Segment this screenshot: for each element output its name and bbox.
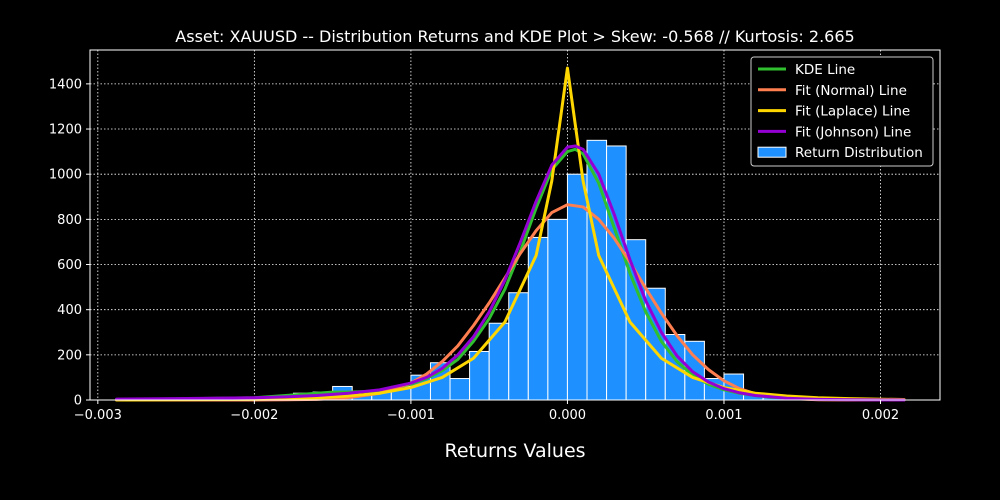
histogram-bars bbox=[116, 139, 901, 401]
legend-label: Fit (Laplace) Line bbox=[795, 104, 910, 120]
fit-lines bbox=[115, 66, 906, 402]
y-tick-label: 200 bbox=[57, 348, 82, 363]
legend-label: Fit (Johnson) Line bbox=[795, 124, 911, 140]
histogram-bar bbox=[449, 378, 471, 401]
x-tick-label: 0.002 bbox=[862, 408, 899, 423]
series-line-4 bbox=[115, 144, 906, 402]
legend-label: Fit (Normal) Line bbox=[795, 83, 907, 99]
legend-label: Return Distribution bbox=[795, 145, 923, 161]
legend-label: KDE Line bbox=[795, 62, 855, 78]
x-tick-label: 0.001 bbox=[705, 408, 742, 423]
x-tick-label: −0.003 bbox=[74, 408, 122, 423]
legend-box bbox=[750, 56, 934, 167]
series-line-3 bbox=[115, 66, 906, 402]
chart-title: Asset: XAUUSD -- Distribution Returns an… bbox=[175, 27, 854, 46]
x-tick-label: 0.000 bbox=[549, 408, 586, 423]
histogram-bar bbox=[547, 218, 568, 401]
x-tick-label: −0.001 bbox=[387, 408, 435, 423]
y-tick-label: 0 bbox=[74, 394, 82, 409]
y-tick-label: 1000 bbox=[49, 168, 82, 183]
y-tick-label: 400 bbox=[57, 303, 82, 318]
y-tick-label: 600 bbox=[57, 258, 82, 273]
y-tick-label: 1400 bbox=[49, 77, 82, 92]
legend: KDE Line Fit (Normal) Line Fit (Laplace) L… bbox=[750, 56, 934, 167]
y-tick-label: 800 bbox=[57, 213, 82, 228]
axis-ticks: −0.003 −0.002 −0.001 0.000 0.001 0.002 0 200 400… bbox=[49, 77, 899, 423]
x-tick-label: −0.002 bbox=[230, 408, 278, 423]
histogram-bar bbox=[606, 145, 627, 401]
legend-swatch bbox=[757, 146, 787, 158]
x-axis-label: Returns Values bbox=[444, 440, 585, 462]
histogram-bar bbox=[527, 236, 549, 401]
y-tick-label: 1200 bbox=[49, 123, 82, 138]
plot-frame bbox=[89, 49, 941, 401]
